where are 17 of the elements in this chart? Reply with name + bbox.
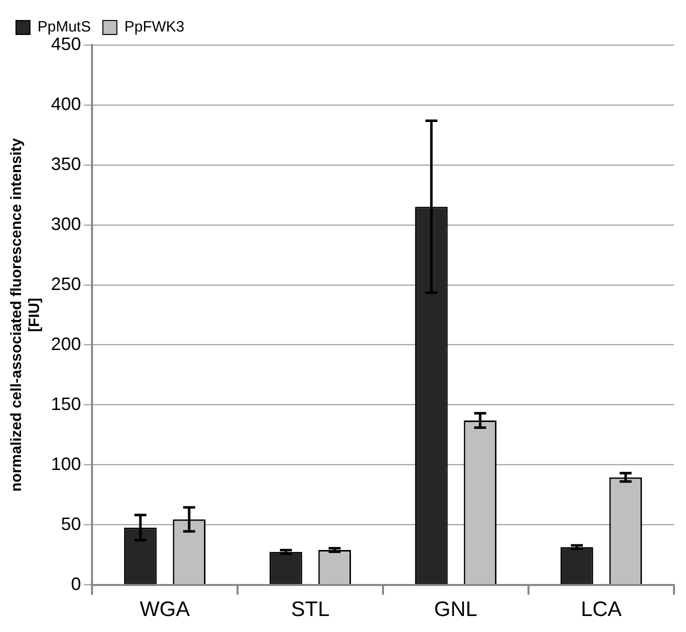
y-tick-label: 50 bbox=[61, 514, 82, 534]
legend-label: PpMutS bbox=[38, 18, 91, 36]
x-tick-label: STL bbox=[291, 598, 330, 622]
y-tick-label: 350 bbox=[50, 154, 82, 174]
legend-label: PpFWK3 bbox=[124, 18, 184, 36]
y-tick-label: 250 bbox=[50, 274, 82, 294]
y-tick-label: 150 bbox=[50, 394, 82, 414]
y-tick-label: 0 bbox=[71, 574, 82, 594]
y-axis-title: normalized cell-associated fluorescence intensity [FIU] bbox=[8, 138, 44, 492]
y-tick-label: 200 bbox=[50, 334, 82, 354]
y-tick-label: 400 bbox=[50, 94, 82, 114]
x-tick-label: LCA bbox=[580, 598, 622, 622]
x-tick-label: GNL bbox=[434, 598, 478, 622]
y-tick-label: 300 bbox=[50, 214, 82, 234]
y-tick-label: 100 bbox=[50, 454, 82, 474]
x-tick-label: WGA bbox=[140, 598, 190, 622]
y-tick-label: 450 bbox=[50, 34, 82, 54]
